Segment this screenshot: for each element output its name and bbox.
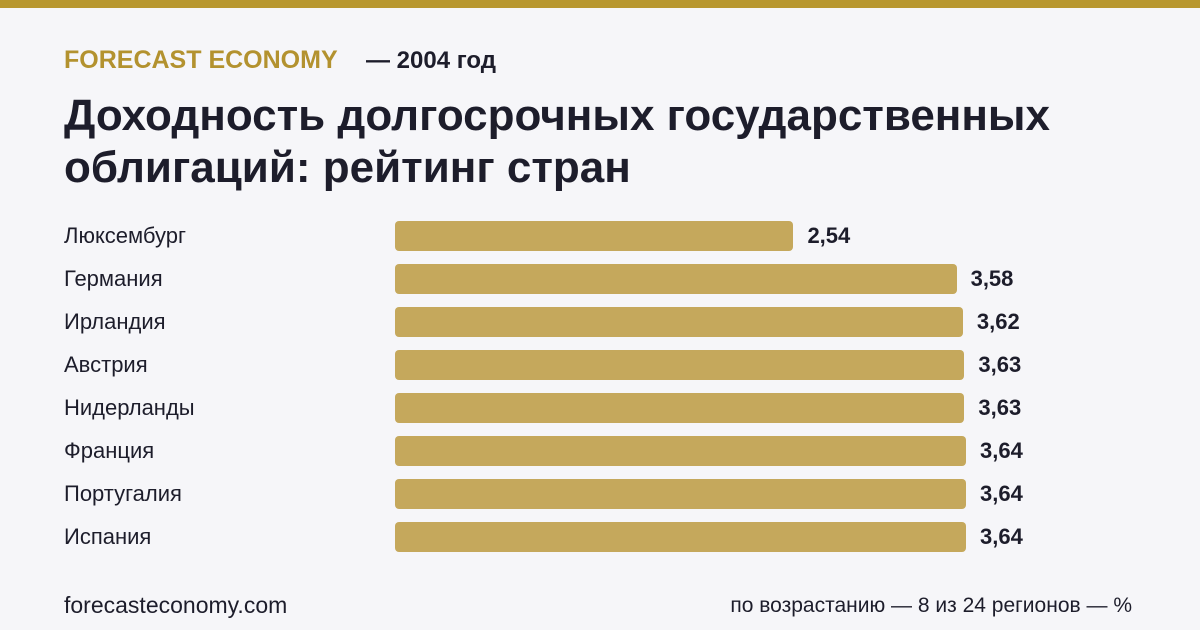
category-label: Австрия bbox=[64, 352, 148, 377]
bar bbox=[395, 350, 965, 380]
bar bbox=[395, 264, 957, 294]
value-label: 3,58 bbox=[970, 266, 1014, 291]
bar bbox=[395, 479, 966, 509]
top-bar bbox=[0, 0, 1200, 8]
bar bbox=[395, 393, 965, 423]
chart-title: Доходность долгосрочных государственных … bbox=[64, 91, 1050, 192]
category-label: Германия bbox=[64, 266, 163, 291]
value-label: 3,64 bbox=[980, 524, 1023, 549]
bar bbox=[395, 307, 963, 337]
bar bbox=[395, 522, 966, 552]
category-label: Португалия bbox=[64, 481, 182, 506]
category-label: Испания bbox=[64, 524, 152, 549]
value-label: 3,63 bbox=[978, 352, 1022, 377]
category-label: Нидерланды bbox=[64, 395, 195, 420]
value-label: 3,64 bbox=[980, 481, 1023, 506]
category-label: Франция bbox=[64, 438, 155, 463]
value-label: 3,63 bbox=[978, 395, 1022, 420]
category-label: Люксембург bbox=[64, 223, 187, 248]
subtitle: — 2004 год bbox=[366, 47, 496, 74]
bar bbox=[395, 436, 966, 466]
category-label: Ирландия bbox=[64, 309, 166, 334]
note: по возрастанию — 8 из 24 регионов — % bbox=[730, 594, 1132, 617]
brand: FORECAST ECONOMY bbox=[64, 46, 338, 74]
value-label: 2,54 bbox=[807, 223, 851, 248]
value-label: 3,64 bbox=[980, 438, 1023, 463]
value-label: 3,62 bbox=[976, 309, 1020, 334]
bar bbox=[395, 221, 794, 251]
source: forecasteconomy.com bbox=[64, 592, 288, 618]
